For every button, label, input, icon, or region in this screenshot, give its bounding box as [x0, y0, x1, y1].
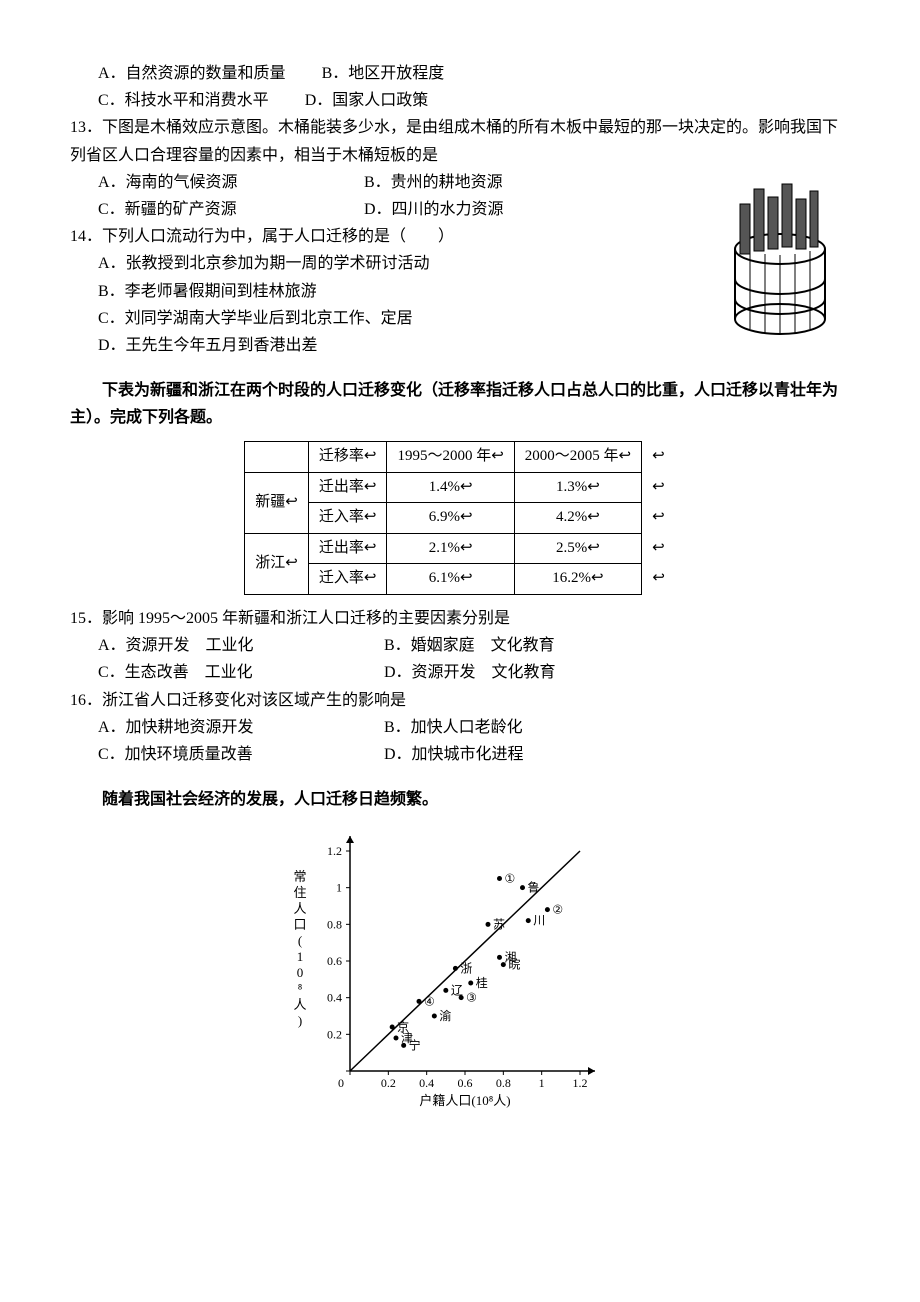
- opt-d: D．加快城市化进程: [384, 741, 524, 768]
- migration-table: 迁移率↩ 1995～2000 年↩ 2000～2005 年↩ ↩ 新疆↩ 迁出率…: [244, 441, 675, 595]
- th-blank: [245, 442, 309, 473]
- opt-d: D．资源开发 文化教育: [384, 659, 556, 686]
- region-xj: 新疆↩: [245, 472, 309, 533]
- cell-mark: ↩: [642, 442, 676, 473]
- opt-c: C．加快环境质量改善: [98, 741, 348, 768]
- cell-mark: ↩: [642, 503, 676, 534]
- svg-text:皖: 皖: [508, 958, 520, 972]
- svg-text:0: 0: [338, 1076, 344, 1090]
- q16-opts-2: C．加快环境质量改善 D．加快城市化进程: [98, 741, 850, 768]
- opt-a: A．海南的气候资源: [98, 169, 328, 196]
- opt-c: C．生态改善 工业化: [98, 659, 348, 686]
- svg-text:人: 人: [293, 901, 306, 916]
- opt-a: A．资源开发 工业化: [98, 632, 348, 659]
- svg-text:0: 0: [297, 965, 304, 980]
- table-intro: 下表为新疆和浙江在两个时段的人口迁移变化（迁移率指迁移人口占总人口的比重，人口迁…: [70, 377, 850, 431]
- svg-text:): ): [298, 1013, 302, 1028]
- q15-stem: 15．影响 1995～2005 年新疆和浙江人口迁移的主要因素分别是: [70, 605, 850, 632]
- scatter-chart: 0.20.40.60.811.20.20.40.60.811.20①鲁②川苏湘皖…: [70, 821, 850, 1130]
- svg-text:1: 1: [297, 949, 304, 964]
- cell: 2.5%↩: [514, 533, 641, 564]
- svg-text:川: 川: [533, 914, 545, 928]
- cell: 迁出率↩: [308, 533, 387, 564]
- svg-text:⁸: ⁸: [298, 981, 303, 996]
- svg-text:0.6: 0.6: [458, 1076, 473, 1090]
- cell: 迁入率↩: [308, 503, 387, 534]
- q12-options-2: C．科技水平和消费水平 D．国家人口政策: [98, 87, 850, 114]
- q13-options: A．海南的气候资源 B．贵州的耕地资源: [98, 169, 700, 196]
- region-zj: 浙江↩: [245, 533, 309, 594]
- cell: 1.3%↩: [514, 472, 641, 503]
- svg-text:常: 常: [293, 869, 306, 884]
- cell: 1.4%↩: [387, 472, 514, 503]
- svg-text:②: ②: [552, 903, 563, 917]
- th-9500: 1995～2000 年↩: [387, 442, 514, 473]
- svg-text:口: 口: [293, 917, 306, 932]
- svg-text:苏: 苏: [493, 918, 505, 932]
- svg-text:鲁: 鲁: [528, 881, 540, 895]
- svg-text:住: 住: [293, 885, 306, 900]
- cell-mark: ↩: [642, 472, 676, 503]
- svg-text:0.8: 0.8: [496, 1076, 511, 1090]
- svg-text:(: (: [298, 933, 302, 948]
- opt-c: C．新疆的矿产资源: [98, 196, 328, 223]
- opt-a: A．自然资源的数量和质量: [98, 60, 286, 87]
- cell-mark: ↩: [642, 533, 676, 564]
- q15-opts-2: C．生态改善 工业化 D．资源开发 文化教育: [98, 659, 850, 686]
- opt-b: B．加快人口老龄化: [384, 714, 523, 741]
- q12-options: A．自然资源的数量和质量 B．地区开放程度: [98, 60, 850, 87]
- barrel-figure: [710, 169, 850, 358]
- svg-text:③: ③: [466, 991, 477, 1005]
- q16-opts: A．加快耕地资源开发 B．加快人口老龄化: [98, 714, 850, 741]
- chart-intro: 随着我国社会经济的发展，人口迁移日趋频繁。: [70, 786, 850, 813]
- opt-b: B．地区开放程度: [322, 60, 445, 87]
- svg-text:0.6: 0.6: [327, 954, 342, 968]
- q16-stem: 16．浙江省人口迁移变化对该区域产生的影响是: [70, 687, 850, 714]
- svg-text:渝: 渝: [439, 1008, 451, 1023]
- opt-b: B．婚姻家庭 文化教育: [384, 632, 555, 659]
- svg-text:1.2: 1.2: [327, 844, 342, 858]
- cell: 16.2%↩: [514, 564, 641, 595]
- svg-text:④: ④: [424, 995, 435, 1009]
- th-rate: 迁移率↩: [308, 442, 387, 473]
- cell: 迁出率↩: [308, 472, 387, 503]
- cell: 6.9%↩: [387, 503, 514, 534]
- svg-text:0.4: 0.4: [419, 1076, 434, 1090]
- svg-text:0.4: 0.4: [327, 991, 342, 1005]
- svg-text:1.2: 1.2: [573, 1076, 588, 1090]
- cell: 6.1%↩: [387, 564, 514, 595]
- q15-opts: A．资源开发 工业化 B．婚姻家庭 文化教育: [98, 632, 850, 659]
- q13-options-2: C．新疆的矿产资源 D．四川的水力资源: [98, 196, 700, 223]
- svg-text:1: 1: [336, 881, 342, 895]
- svg-text:户籍人口(10⁸人): 户籍人口(10⁸人): [419, 1093, 510, 1108]
- cell: 4.2%↩: [514, 503, 641, 534]
- svg-text:人: 人: [293, 997, 306, 1012]
- svg-text:①: ①: [505, 872, 516, 886]
- th-0005: 2000～2005 年↩: [514, 442, 641, 473]
- q13-stem: 13．下图是木桶效应示意图。木桶能装多少水，是由组成木桶的所有木板中最短的那一块…: [70, 114, 850, 168]
- svg-text:宁: 宁: [409, 1038, 421, 1053]
- svg-text:0.2: 0.2: [327, 1028, 342, 1042]
- svg-text:桂: 桂: [476, 975, 488, 990]
- cell-mark: ↩: [642, 564, 676, 595]
- opt-d: D．四川的水力资源: [364, 196, 504, 223]
- opt-c: C．科技水平和消费水平: [98, 87, 269, 114]
- svg-text:0.2: 0.2: [381, 1076, 396, 1090]
- cell: 2.1%↩: [387, 533, 514, 564]
- opt-b: B．贵州的耕地资源: [364, 169, 503, 196]
- opt-a: A．加快耕地资源开发: [98, 714, 348, 741]
- cell: 迁入率↩: [308, 564, 387, 595]
- svg-text:0.8: 0.8: [327, 918, 342, 932]
- opt-d: D．国家人口政策: [305, 87, 429, 114]
- svg-text:1: 1: [539, 1076, 545, 1090]
- svg-text:浙: 浙: [460, 962, 472, 976]
